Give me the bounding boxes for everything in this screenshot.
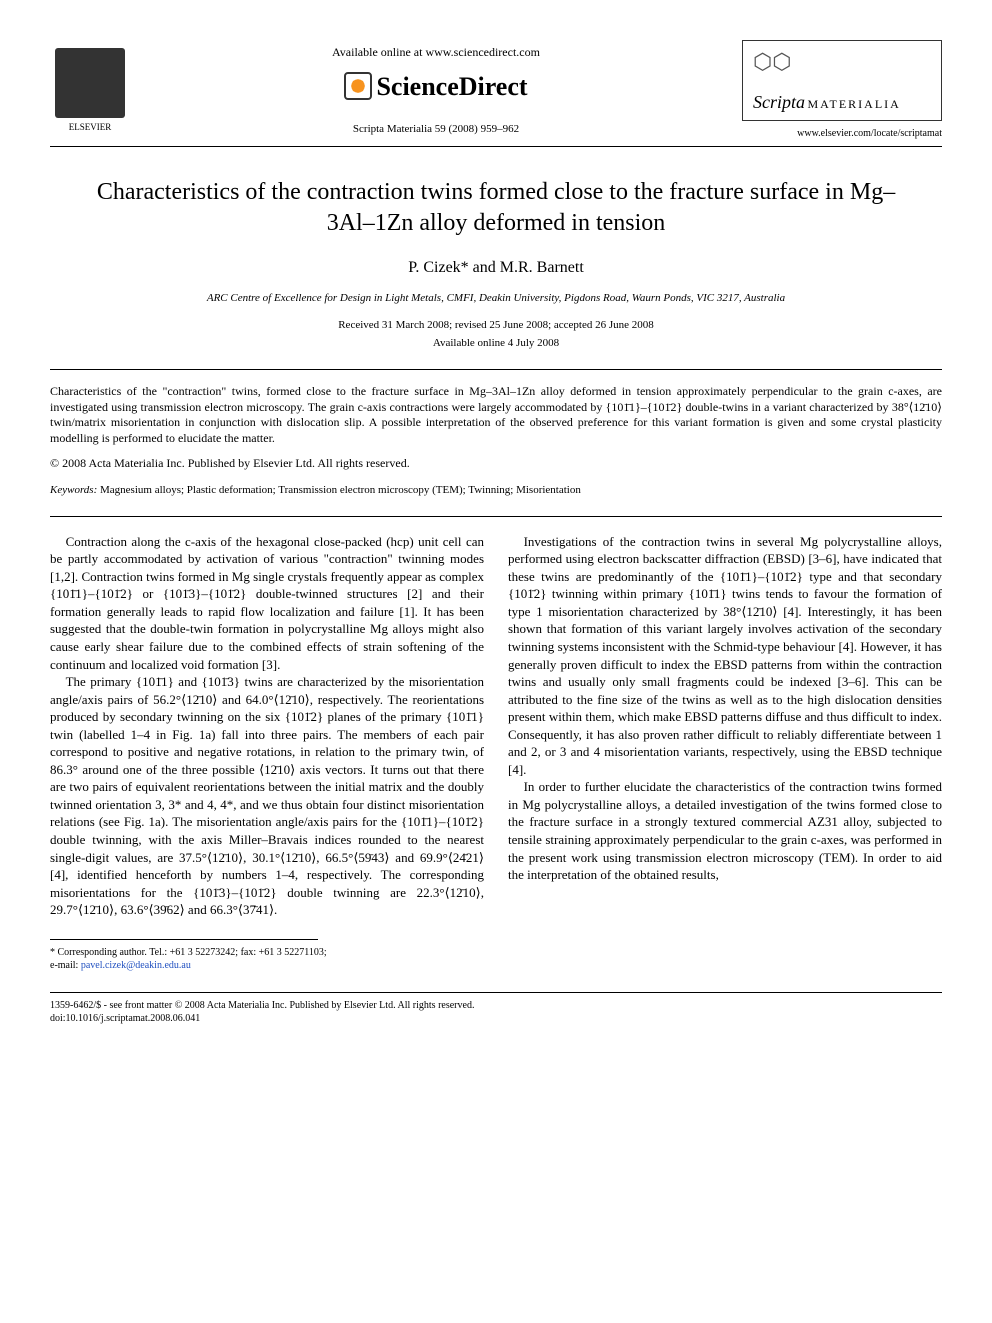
body-paragraph-3: Investigations of the contraction twins … [508, 533, 942, 779]
available-online-text: Available online at www.sciencedirect.co… [130, 44, 742, 60]
body-paragraph-4: In order to further elucidate the charac… [508, 778, 942, 883]
keywords-values: Magnesium alloys; Plastic deformation; T… [100, 484, 581, 496]
journal-subtitle: MATERIALIA [808, 97, 901, 111]
body-paragraph-2: The primary {101̄1} and {101̄3} twins ar… [50, 673, 484, 919]
body-paragraph-1: Contraction along the c-axis of the hexa… [50, 533, 484, 673]
journal-logo-container: Scripta MATERIALIA www.elsevier.com/loca… [742, 40, 942, 141]
email-label: e-mail: [50, 960, 78, 971]
journal-citation: Scripta Materialia 59 (2008) 959–962 [130, 122, 742, 137]
elsevier-tree-icon [55, 48, 125, 118]
publisher-logo: ELSEVIER [50, 48, 130, 133]
publisher-name: ELSEVIER [50, 121, 130, 133]
footer-copyright: 1359-6462/$ - see front matter © 2008 Ac… [50, 999, 942, 1013]
footnote-separator [50, 939, 318, 940]
platform-brand: ScienceDirect [130, 69, 742, 104]
corresponding-footnote: * Corresponding author. Tel.: +61 3 5227… [50, 946, 942, 972]
footer: 1359-6462/$ - see front matter © 2008 Ac… [50, 992, 942, 1026]
corresponding-text: * Corresponding author. Tel.: +61 3 5227… [50, 947, 327, 958]
body-text: Contraction along the c-axis of the hexa… [50, 533, 942, 919]
header-divider [50, 146, 942, 147]
sciencedirect-icon [344, 72, 372, 100]
affiliation: ARC Centre of Excellence for Design in L… [50, 291, 942, 306]
footer-doi: doi:10.1016/j.scriptamat.2008.06.041 [50, 1012, 942, 1026]
journal-logo-box: Scripta MATERIALIA [742, 40, 942, 121]
available-date: Available online 4 July 2008 [50, 336, 942, 351]
keywords-label: Keywords: [50, 484, 97, 496]
header-row: ELSEVIER Available online at www.science… [50, 40, 942, 141]
center-header: Available online at www.sciencedirect.co… [130, 44, 742, 136]
abstract-bottom-divider [50, 516, 942, 517]
received-dates: Received 31 March 2008; revised 25 June … [50, 318, 942, 333]
article-title: Characteristics of the contraction twins… [90, 177, 902, 239]
keywords-line: Keywords: Magnesium alloys; Plastic defo… [50, 483, 942, 498]
journal-url: www.elsevier.com/locate/scriptamat [742, 127, 942, 141]
abstract-top-divider [50, 369, 942, 370]
corresponding-email[interactable]: pavel.cizek@deakin.edu.au [81, 960, 191, 971]
journal-name: Scripta [753, 92, 805, 112]
molecule-icon [753, 47, 813, 87]
abstract-text: Characteristics of the "contraction" twi… [50, 384, 942, 446]
copyright-line: © 2008 Acta Materialia Inc. Published by… [50, 455, 942, 471]
authors: P. Cizek* and M.R. Barnett [50, 257, 942, 279]
platform-name: ScienceDirect [376, 69, 527, 104]
